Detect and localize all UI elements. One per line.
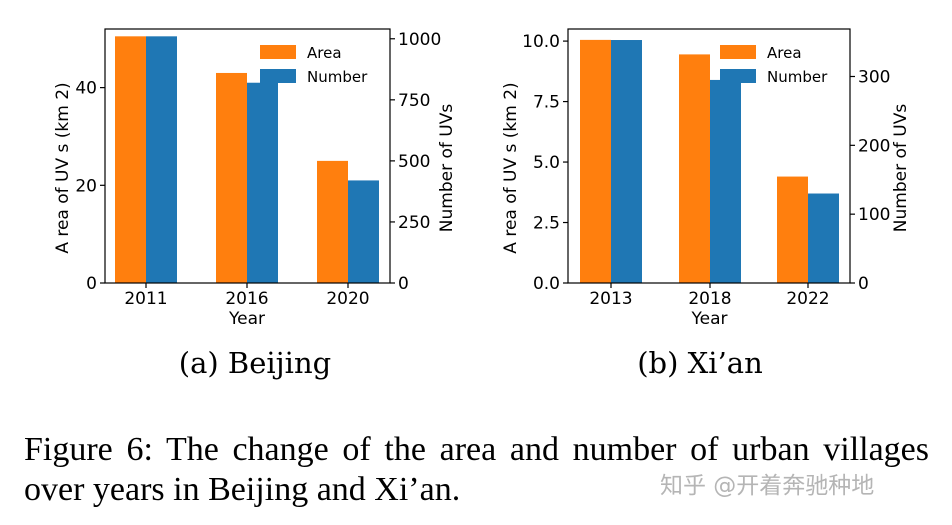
bar-area-2018 xyxy=(679,54,710,284)
plot-frame xyxy=(104,28,391,284)
y-left-tick-label: 20 xyxy=(75,176,97,196)
legend-swatch-area xyxy=(260,45,296,59)
legend-label-number: Number xyxy=(767,68,828,86)
x-tick-label: 2013 xyxy=(589,289,632,309)
charts-container: 2011 2016 2020 0 20 40 0 250 500 750 1000 Year A rea… xyxy=(53,28,911,380)
subfigure-caption: (a) Beijing xyxy=(179,346,331,380)
bar-area-2013 xyxy=(580,39,611,284)
legend-label-area: Area xyxy=(307,44,342,62)
bar-area-2016 xyxy=(216,72,247,283)
y-right-tick-label: 750 xyxy=(398,91,430,111)
x-tick-label: 2018 xyxy=(688,289,731,309)
y-right-tick-label: 0 xyxy=(858,274,869,294)
legend-label-number: Number xyxy=(307,68,368,86)
y-left-tick-label: 5.0 xyxy=(533,153,560,173)
bar-number-2020 xyxy=(348,180,379,283)
bar-number-2013 xyxy=(611,40,642,283)
y-right-axis-label: Number of UVs xyxy=(437,104,457,233)
x-tick-label: 2011 xyxy=(124,289,167,309)
subfigure-caption: (b) Xi’an xyxy=(637,346,763,380)
bar-area-2020 xyxy=(317,160,348,283)
y-right-tick-label: 0 xyxy=(398,274,409,294)
y-left-tick-label: 40 xyxy=(75,79,97,99)
y-right-tick-label: 100 xyxy=(858,205,890,225)
watermark: 知乎 @开着奔驰种地 xyxy=(660,473,875,499)
y-right-axis-label: Number of UVs xyxy=(891,104,911,233)
x-axis-label: Year xyxy=(228,309,265,329)
legend-label-area: Area xyxy=(767,44,802,62)
legend-swatch-area xyxy=(720,45,756,59)
y-left-axis-label: A rea of UV s (km 2) xyxy=(501,82,521,253)
bar-number-2016 xyxy=(247,82,278,283)
y-left-axis-label: A rea of UV s (km 2) xyxy=(53,82,73,253)
bar-number-2022 xyxy=(808,193,839,283)
x-tick-label: 2020 xyxy=(326,289,369,309)
bar-number-2011 xyxy=(146,36,177,284)
bar-number-2018 xyxy=(710,79,741,283)
y-right-tick-label: 500 xyxy=(398,152,430,172)
y-right-tick-label: 300 xyxy=(858,67,890,87)
y-left-tick-label: 0 xyxy=(86,274,97,294)
bar-area-2011 xyxy=(115,36,146,284)
chart-beijing: 2011 2016 2020 0 20 40 0 250 500 750 1000 Year A rea… xyxy=(53,28,457,380)
y-left-tick-label: 7.5 xyxy=(533,93,560,113)
x-tick-label: 2016 xyxy=(225,289,268,309)
y-left-tick-label: 0.0 xyxy=(533,274,560,294)
y-right-tick-label: 200 xyxy=(858,136,890,156)
legend-swatch-number xyxy=(260,69,296,83)
x-tick-label: 2022 xyxy=(786,289,829,309)
x-axis-label: Year xyxy=(691,309,728,329)
y-right-tick-label: 1000 xyxy=(398,30,441,50)
bar-area-2022 xyxy=(777,176,808,283)
chart-xian: 2013 2018 2022 0.0 2.5 5.0 7.5 10.0 0 100 200 300 Ye… xyxy=(501,28,911,380)
legend-swatch-number xyxy=(720,69,756,83)
plot-frame xyxy=(567,28,851,284)
figure-caption: Figure 6: The change of the area and num… xyxy=(24,431,929,508)
y-right-tick-label: 250 xyxy=(398,213,430,233)
y-left-tick-label: 10.0 xyxy=(522,32,560,52)
y-left-tick-label: 2.5 xyxy=(533,214,560,234)
